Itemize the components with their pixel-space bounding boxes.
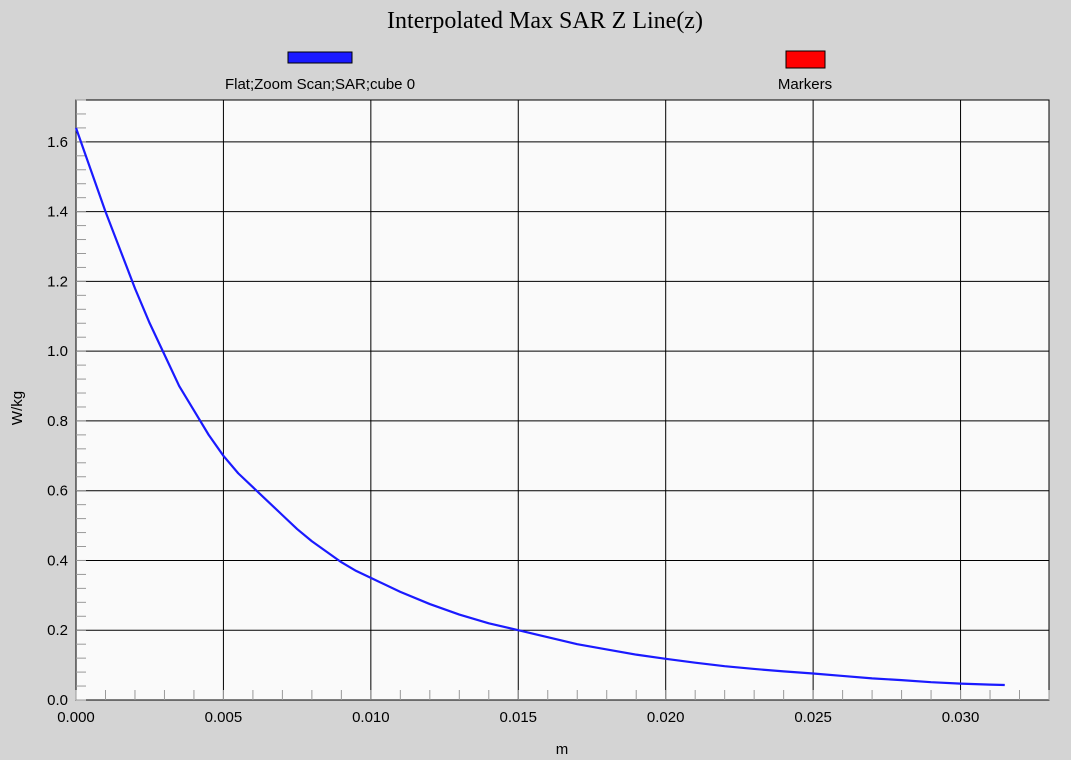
- plot-area: [75, 99, 1050, 701]
- legend-label-flat-zoom-scan: Flat;Zoom Scan;SAR;cube 0: [225, 76, 415, 93]
- y-axis-label: W/kg: [9, 391, 26, 425]
- y-tick-label: 0.8: [47, 413, 68, 430]
- legend-swatch-flat-zoom-scan: [287, 51, 353, 64]
- x-tick-label: 0.020: [647, 709, 685, 726]
- y-tick-label: 1.6: [47, 134, 68, 151]
- y-tick-labels: 0.0 0.2 0.4 0.6 0.8 1.0 1.2 1.4 1.6: [47, 134, 68, 709]
- x-tick-label: 0.025: [794, 709, 832, 726]
- x-tick-label: 0.010: [352, 709, 390, 726]
- y-tick-label: 0.2: [47, 622, 68, 639]
- legend: Flat;Zoom Scan;SAR;cube 0 Markers: [225, 50, 832, 93]
- y-tick-label: 1.4: [47, 204, 68, 221]
- y-tick-label: 1.0: [47, 343, 68, 360]
- x-tick-label: 0.015: [499, 709, 537, 726]
- x-tick-labels: 0.000 0.005 0.010 0.015 0.020 0.025 0.030: [57, 709, 979, 726]
- grid-lines: [76, 100, 1049, 700]
- x-tick-label: 0.030: [942, 709, 980, 726]
- legend-label-markers: Markers: [778, 76, 832, 93]
- x-tick-label: 0.000: [57, 709, 95, 726]
- y-tick-label: 0.6: [47, 483, 68, 500]
- chart-title: Interpolated Max SAR Z Line(z): [387, 8, 703, 34]
- legend-swatch-markers: [785, 50, 826, 69]
- x-tick-label: 0.005: [205, 709, 243, 726]
- y-tick-label: 0.0: [47, 692, 68, 709]
- series-line-0: [74, 127, 1005, 687]
- y-tick-label: 0.4: [47, 552, 68, 569]
- y-tick-label: 1.2: [47, 273, 68, 290]
- minor-ticks: [75, 99, 1050, 701]
- x-axis-label: m: [556, 741, 569, 758]
- series-layer: [74, 127, 1005, 687]
